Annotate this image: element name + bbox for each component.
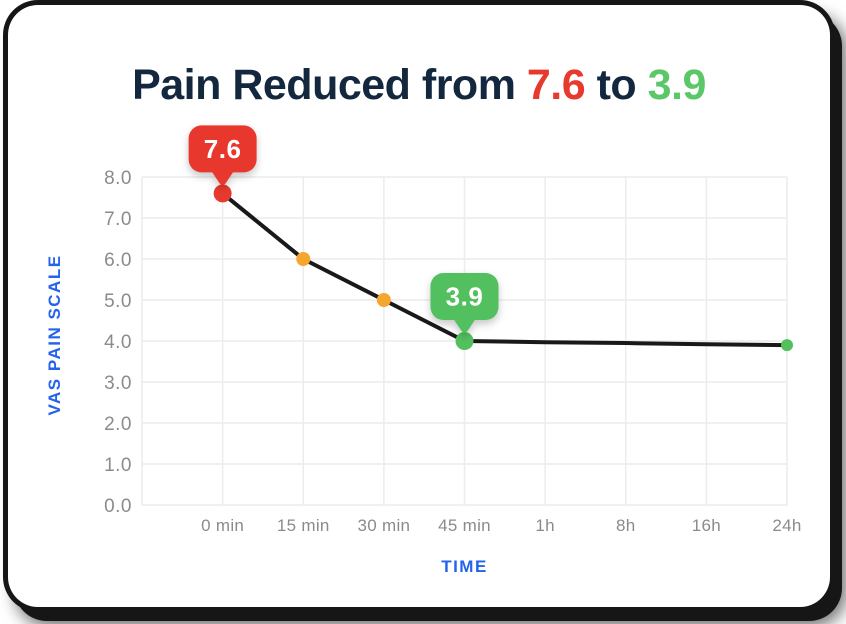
y-tick-label: 5.0	[104, 291, 132, 312]
title-start-value: 7.6	[526, 61, 586, 109]
x-tick-label: 24h	[772, 516, 801, 535]
x-tick-label: 15 min	[277, 516, 330, 535]
x-tick-label: 45 min	[438, 516, 491, 535]
y-tick-label: 7.0	[104, 209, 132, 230]
data-point-30-min	[376, 293, 391, 307]
data-point-15-min	[296, 252, 311, 266]
chart-card: Pain Reduced from 7.6 to 3.9 VAS PAIN SC…	[8, 5, 830, 607]
title-text-mid: to	[585, 61, 648, 109]
x-tick-label: 8h	[616, 516, 636, 535]
x-tick-label: 30 min	[357, 516, 410, 535]
data-point-24h	[781, 339, 793, 352]
y-tick-label: 8.0	[104, 168, 132, 189]
x-axis-title: TIME	[441, 557, 488, 576]
data-point-0-min	[213, 184, 232, 203]
x-tick-label: 1h	[535, 516, 555, 535]
chart-title: Pain Reduced from 7.6 to 3.9	[8, 61, 830, 110]
badge-value-label: 3.9	[446, 282, 484, 312]
y-tick-label: 3.0	[104, 373, 132, 394]
title-text-start: Pain Reduced from	[132, 61, 527, 109]
y-tick-label: 0.0	[104, 496, 132, 517]
pain-line-chart: 0.0 1.0 2.0 3.0 4.0 5.0 6.0 7.0 8.0 0 min 15 min 30…	[104, 125, 801, 535]
y-tick-label: 2.0	[104, 414, 132, 435]
value-badge-7.6	[188, 125, 257, 185]
data-point-45-min	[455, 332, 474, 350]
value-badge-3.9	[430, 273, 499, 333]
y-tick-label: 6.0	[104, 250, 132, 271]
title-end-value: 3.9	[647, 61, 707, 109]
y-tick-label: 4.0	[104, 332, 132, 353]
pain-trend-line	[220, 191, 789, 348]
x-tick-label: 16h	[692, 516, 721, 535]
badge-value-label: 7.6	[204, 134, 242, 164]
x-tick-label: 0 min	[201, 516, 244, 535]
y-tick-label: 1.0	[104, 455, 132, 476]
